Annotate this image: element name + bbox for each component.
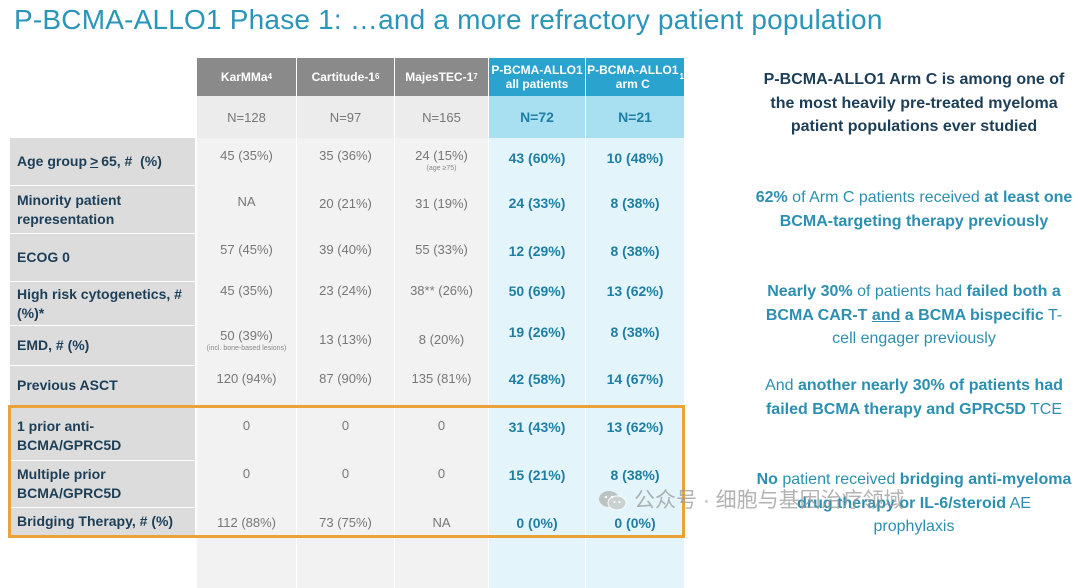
- cell-1prior-majestec: 0: [437, 418, 446, 433]
- cell-bridging-allo1-armc: 0 (0%): [614, 515, 656, 531]
- row-label-asct: Previous ASCT: [10, 366, 195, 406]
- cell-asct-allo1-armc: 14 (67%): [606, 371, 664, 387]
- cell-ecog-majestec: 55 (33%): [415, 242, 468, 257]
- row-label-ecog: ECOG 0: [10, 234, 195, 282]
- cell-ecog-cartitude: 39 (40%): [319, 242, 372, 257]
- cell-cyto-allo1-all: 50 (69%): [508, 283, 566, 299]
- header-cartitude: Cartitude-1 6: [297, 58, 394, 96]
- col-bg-karmma: [197, 138, 296, 588]
- summary-bridging: No patient received bridging anti-myelom…: [756, 471, 1072, 535]
- cell-age-cartitude: 35 (36%): [319, 148, 372, 163]
- watermark: 公众号 · 细胞与基因治疗领域: [598, 484, 905, 514]
- page-title: P-BCMA-ALLO1 Phase 1: …and a more refrac…: [14, 4, 883, 35]
- row-label-bridging: Bridging Therapy, # (%): [10, 508, 195, 536]
- row-label-age: Age group > 65, # (%): [10, 138, 195, 186]
- cell-ecog-allo1-all: 12 (29%): [508, 243, 566, 259]
- cell-1prior-karmma: 0: [242, 418, 251, 433]
- col-bg-cartitude: [297, 138, 394, 588]
- cell-bridging-majestec: NA: [432, 515, 451, 530]
- cell-minority-cartitude: 20 (21%): [319, 196, 372, 211]
- cell-bridging-cartitude: 73 (75%): [319, 515, 372, 530]
- cell-cyto-majestec: 38** (26%): [410, 283, 473, 298]
- cell-asct-majestec: 135 (81%): [411, 371, 472, 386]
- cell-bridging-karmma: 112 (88%): [216, 515, 276, 530]
- cell-ecog-karmma: 57 (45%): [220, 242, 273, 257]
- summary-gprc5d: And another nearly 30% of patients had f…: [765, 377, 1063, 418]
- cell-age-karmma: 45 (35%): [220, 148, 273, 163]
- highlight-box: [8, 405, 685, 538]
- row-label-emd: EMD, # (%): [10, 326, 195, 366]
- col-bg-majestec: [395, 138, 488, 588]
- n-majestec: N=165: [395, 96, 488, 138]
- cell-ecog-allo1-armc: 8 (38%): [610, 243, 660, 259]
- cell-asct-cartitude: 87 (90%): [319, 371, 372, 386]
- header-allo1-all: P-BCMA-ALLO1 all patients: [489, 58, 585, 96]
- summary-heading: P-BCMA-ALLO1 Arm C is among one of the m…: [763, 71, 1065, 135]
- row-label-cytogenetics: High risk cytogenetics, # (%)*: [10, 282, 195, 326]
- cell-1prior-cartitude: 0: [341, 418, 350, 433]
- cell-age-allo1-all: 43 (60%): [508, 150, 566, 166]
- summary-failed-both: Nearly 30% of patients had failed both a…: [765, 283, 1063, 347]
- cell-bridging-allo1-all: 0 (0%): [516, 515, 558, 531]
- cell-1prior-allo1-armc: 13 (62%): [606, 419, 664, 435]
- cell-multiple-majestec: 0: [437, 466, 446, 481]
- n-karmma: N=128: [197, 96, 296, 138]
- header-majestec: MajesTEC-1 7: [395, 58, 488, 96]
- cell-minority-karmma: NA: [237, 194, 256, 209]
- summary-bcma-therapy: 62% of Arm C patients received at least …: [755, 189, 1073, 230]
- cell-asct-karmma: 120 (94%): [216, 371, 277, 386]
- col-bg-allo1-armc: [586, 138, 684, 588]
- cell-emd-allo1-armc: 8 (38%): [610, 324, 660, 340]
- cell-multiple-cartitude: 0: [341, 466, 350, 481]
- n-cartitude: N=97: [297, 96, 394, 138]
- cell-age-allo1-armc: 10 (48%): [606, 150, 664, 166]
- wechat-icon: [599, 491, 627, 511]
- row-label-multiple: Multiple prior BCMA/GPRC5D: [10, 461, 195, 508]
- cell-emd-cartitude: 13 (13%): [319, 332, 372, 347]
- cell-minority-allo1-armc: 8 (38%): [610, 195, 660, 211]
- cell-cyto-allo1-armc: 13 (62%): [606, 283, 664, 299]
- cell-multiple-allo1-all: 15 (21%): [508, 467, 566, 483]
- n-allo1-armc: N=21: [586, 96, 684, 138]
- row-label-1prior: 1 prior anti-BCMA/GPRC5D: [10, 406, 195, 461]
- row-label-minority: Minority patient representation: [10, 186, 195, 234]
- cell-minority-majestec: 31 (19%): [415, 196, 468, 211]
- cell-multiple-allo1-armc: 8 (38%): [610, 467, 660, 483]
- cell-emd-majestec: 8 (20%): [418, 332, 465, 347]
- cell-cyto-karmma: 45 (35%): [220, 283, 273, 298]
- cell-cyto-cartitude: 23 (24%): [319, 283, 372, 298]
- header-karmma: KarMMa 4: [197, 58, 296, 96]
- n-allo1-all: N=72: [489, 96, 585, 138]
- cell-emd-karmma: 50 (39%) (incl. bone-based lesions): [206, 328, 287, 352]
- cell-emd-allo1-all: 19 (26%): [508, 324, 566, 340]
- cell-1prior-allo1-all: 31 (43%): [508, 419, 566, 435]
- cell-minority-allo1-all: 24 (33%): [508, 195, 566, 211]
- cell-multiple-karmma: 0: [242, 466, 251, 481]
- cell-asct-allo1-all: 42 (58%): [508, 371, 566, 387]
- cell-age-majestec: 24 (15%) (age ≥75): [415, 148, 468, 172]
- col-bg-allo1-all: [489, 138, 585, 588]
